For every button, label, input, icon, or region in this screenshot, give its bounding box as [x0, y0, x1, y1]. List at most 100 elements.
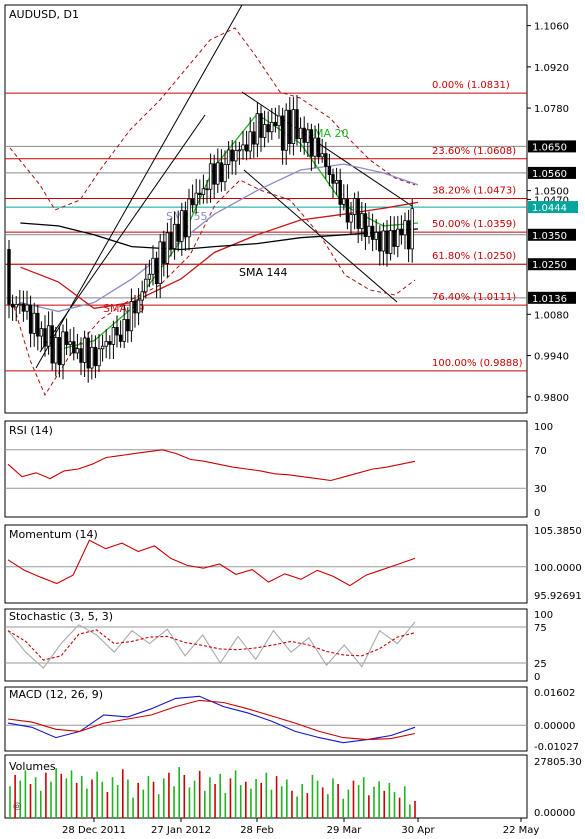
candle-body	[194, 192, 198, 206]
price-tick-label: 0.9940	[534, 352, 569, 363]
candle-body	[151, 257, 155, 275]
candle-body	[291, 109, 296, 145]
candle-body	[367, 225, 371, 237]
candle-body	[288, 109, 292, 145]
rsi-title: RSI (14)	[9, 424, 53, 437]
candle-body	[10, 303, 15, 308]
momentum-tick-label: 100.0000	[534, 563, 582, 574]
candle-body	[57, 337, 62, 366]
stochastic-tick-label: 0	[534, 672, 540, 683]
candle-body	[54, 337, 58, 364]
moving-average-line	[58, 113, 419, 351]
momentum-tick-label: 105.3850	[534, 526, 582, 537]
candle-body	[198, 192, 202, 195]
candle-body	[79, 348, 83, 363]
macd-tick-label: 0.00000	[534, 721, 575, 732]
price-tag-box	[528, 166, 576, 179]
fibo-level-label: 23.60% (1.0608)	[432, 146, 516, 157]
momentum-line	[7, 539, 416, 587]
candle-body	[230, 149, 234, 162]
rsi-tick-label: 0	[534, 508, 540, 519]
moving-average-line	[20, 222, 419, 251]
candle-body	[223, 164, 227, 183]
candle-body	[208, 163, 213, 190]
candle-body	[32, 312, 36, 334]
time-tick-label: 28 Feb	[240, 825, 274, 836]
candle-body	[298, 127, 303, 140]
volume-tick-label: 0.00000	[534, 808, 575, 819]
candle-body	[349, 214, 353, 223]
price-tag-box	[528, 291, 576, 304]
rsi-tick-label: 30	[534, 484, 547, 495]
candle-body	[172, 223, 177, 250]
candle-body	[342, 198, 346, 205]
candle-body	[237, 149, 242, 152]
candle-body	[122, 319, 126, 342]
candle-body	[403, 220, 407, 236]
candle-body	[205, 188, 209, 191]
trend-channel-line	[39, 114, 206, 353]
candle-body	[39, 328, 44, 337]
candle-body	[385, 230, 389, 254]
price-tick-label: 1.0500	[534, 187, 569, 198]
candle-body	[255, 113, 260, 145]
price-tag-box	[528, 140, 576, 153]
candle-body	[68, 341, 72, 345]
candle-body	[284, 109, 288, 151]
candle-body	[381, 230, 386, 252]
candle-body	[270, 121, 274, 133]
candle-body	[388, 230, 393, 254]
rsi-tick-label: 100	[534, 422, 553, 433]
stochastic-tick-label: 75	[534, 623, 547, 634]
price-tag-label: 1.0136	[532, 294, 567, 305]
macd-tick-label: -0.01027	[534, 742, 579, 753]
candle-body	[154, 257, 159, 284]
candle-body	[104, 341, 108, 347]
candle-body	[129, 301, 134, 332]
candle-body	[43, 328, 47, 347]
time-tick-label: 30 Apr	[401, 825, 435, 836]
candle-body	[244, 144, 249, 152]
price-tick-label: 1.0920	[534, 63, 569, 74]
candle-body	[140, 291, 144, 301]
panel-frame-rsi	[4, 420, 528, 518]
candle-body	[136, 299, 141, 314]
candle-body	[169, 232, 173, 250]
candle-body	[345, 198, 350, 223]
candle-body	[410, 208, 414, 250]
candle-body	[241, 144, 245, 151]
candle-body	[252, 131, 256, 145]
price-tick-label: 1.0470	[534, 195, 569, 206]
candle-body	[187, 198, 191, 238]
candle-body	[392, 230, 396, 247]
candle-body	[147, 273, 152, 280]
candle-body	[126, 319, 130, 332]
price-tag-label: 1.0650	[532, 142, 567, 153]
candle-body	[338, 180, 342, 205]
candle-body	[75, 348, 80, 354]
macd-tick-label: 0.01602	[534, 688, 575, 699]
price-tick-label: 1.0780	[534, 104, 569, 115]
candle-body	[18, 303, 22, 306]
candle-body	[61, 331, 65, 366]
rsi-line	[7, 449, 416, 482]
candle-body	[162, 241, 166, 264]
candle-body	[396, 228, 400, 247]
momentum-title: Momentum (14)	[9, 528, 98, 541]
candle-body	[309, 129, 314, 157]
candle-body	[406, 220, 411, 250]
candle-body	[190, 198, 195, 206]
candle-body	[248, 131, 252, 152]
candle-body	[226, 149, 231, 165]
candlesticks	[7, 94, 414, 383]
stochastic-main-line	[7, 621, 416, 669]
price-tag-label: 1.0560	[532, 169, 567, 180]
current-price-box	[528, 201, 578, 214]
stochastic-tick-label: 25	[534, 659, 547, 670]
time-axis: 28 Dec 2011 27 Jan 2012 28 Feb 29 Mar 30 Apr…	[62, 818, 539, 836]
candle-body	[64, 331, 69, 345]
price-tag-label: 1.0250	[532, 260, 567, 271]
stochastic-tick-label: 100	[534, 610, 553, 621]
fibo-level-label: 100.00% (0.9888)	[432, 358, 523, 369]
price-tick-label: 0.9800	[534, 393, 569, 404]
